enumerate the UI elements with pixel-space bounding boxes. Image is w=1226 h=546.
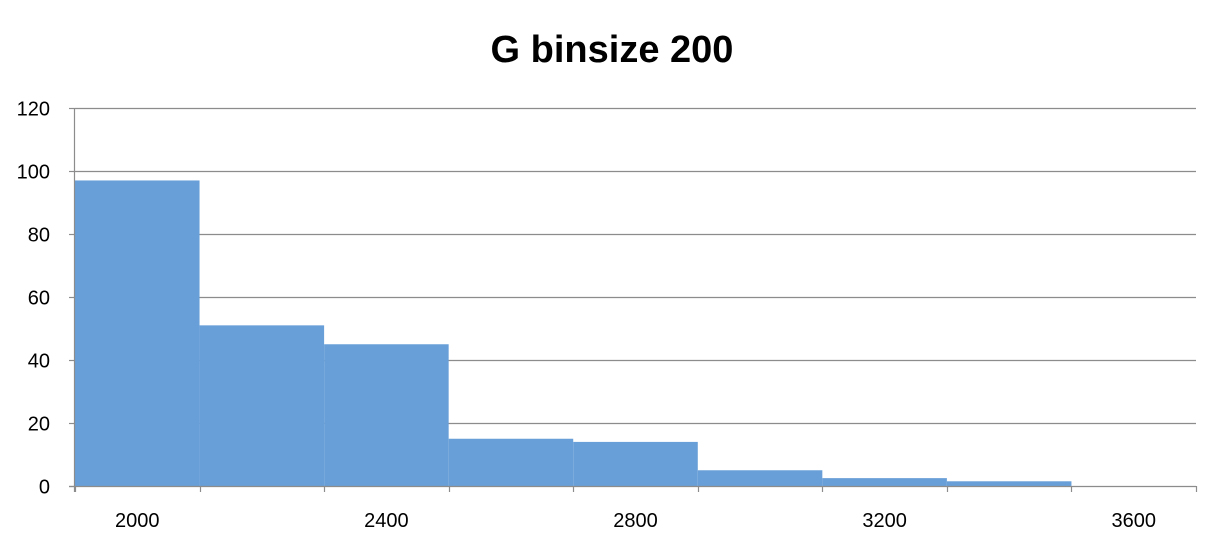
y-tick-label: 40 [28, 351, 50, 373]
histogram-bar [199, 325, 325, 486]
y-tick-labels: 0 20 40 60 80 100 120 [17, 99, 50, 499]
y-tick-label: 20 [28, 414, 50, 436]
y-tick-label: 100 [17, 162, 50, 184]
histogram-bar [822, 478, 947, 486]
histogram-bar [324, 344, 449, 486]
histogram-bar [448, 438, 574, 486]
y-tick-label: 80 [28, 225, 50, 247]
x-tick-label: 2000 [115, 510, 160, 532]
y-tick-label: 60 [28, 288, 50, 310]
chart-title: G binsize 200 [491, 29, 734, 71]
histogram-bar [946, 481, 1072, 486]
histogram-bar [75, 180, 200, 486]
x-tick-label: 2400 [364, 510, 409, 532]
histogram-bars [75, 180, 1072, 486]
x-tick-label: 2800 [613, 510, 658, 532]
histogram-bar [573, 441, 698, 486]
histogram-bar [697, 470, 823, 486]
x-tick-labels: 2000 2400 2800 3200 3600 [115, 510, 1156, 532]
x-tick-label: 3200 [862, 510, 907, 532]
y-tick-label: 0 [39, 477, 50, 499]
axes [69, 107, 1198, 492]
x-tick-label: 3600 [1111, 510, 1156, 532]
y-tick-label: 120 [17, 99, 50, 121]
